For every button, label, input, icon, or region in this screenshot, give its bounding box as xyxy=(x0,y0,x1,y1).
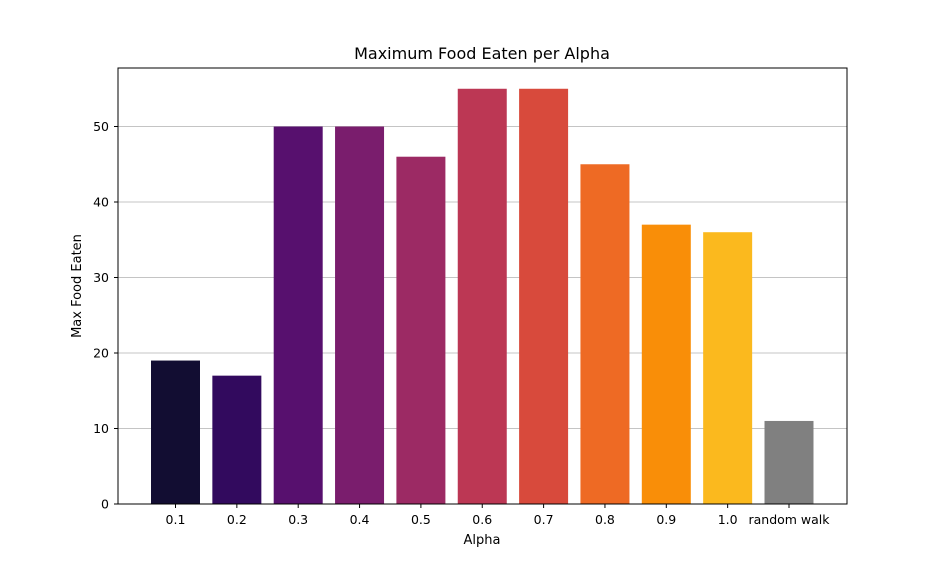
x-tick-label: random walk xyxy=(748,512,830,527)
x-tick-label: 0.7 xyxy=(534,512,554,527)
x-tick-label: 0.2 xyxy=(227,512,247,527)
x-tick-label: 0.5 xyxy=(411,512,431,527)
x-tick-label: 0.8 xyxy=(595,512,615,527)
bar-1.0 xyxy=(703,232,753,504)
y-tick-label: 20 xyxy=(93,346,109,361)
bar-0.6 xyxy=(457,88,507,504)
x-axis-ticks: 0.1 0.2 0.3 0.4 0.5 0.6 0.7 0.8 0.9 1.0 random wal… xyxy=(166,504,830,527)
x-tick-label: 1.0 xyxy=(718,512,738,527)
chart-title: Maximum Food Eaten per Alpha xyxy=(354,44,610,63)
x-axis-label: Alpha xyxy=(464,533,501,548)
bar-0.5 xyxy=(396,156,446,504)
y-axis-ticks: 0 10 20 30 40 50 xyxy=(93,119,118,512)
y-axis-label: Max Food Eaten xyxy=(70,234,85,338)
x-tick-label: 0.1 xyxy=(166,512,186,527)
x-tick-label: 0.4 xyxy=(350,512,370,527)
bar-0.4 xyxy=(335,126,385,504)
bars xyxy=(151,88,814,504)
y-tick-label: 30 xyxy=(93,270,109,285)
y-tick-label: 0 xyxy=(101,497,109,512)
y-tick-label: 50 xyxy=(93,119,109,134)
bar-0.9 xyxy=(641,224,691,504)
bar-0.7 xyxy=(519,88,569,504)
bar-0.8 xyxy=(580,164,630,504)
bar-random-walk xyxy=(764,420,814,504)
y-tick-label: 40 xyxy=(93,195,109,210)
bar-0.2 xyxy=(212,375,262,504)
y-tick-label: 10 xyxy=(93,421,109,436)
bar-0.1 xyxy=(151,360,200,504)
x-tick-label: 0.6 xyxy=(472,512,492,527)
x-tick-label: 0.3 xyxy=(288,512,308,527)
x-tick-label: 0.9 xyxy=(656,512,676,527)
bar-0.3 xyxy=(273,126,323,504)
